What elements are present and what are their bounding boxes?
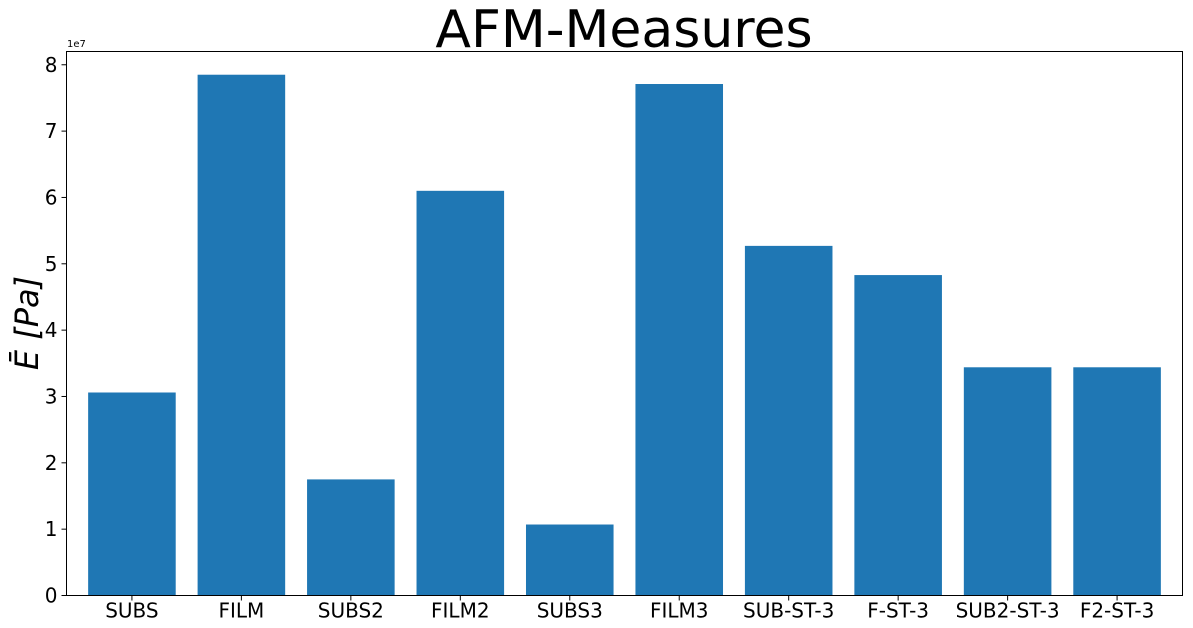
x-tick-label: F2-ST-3 (1080, 599, 1154, 623)
bar-sub2-st-3 (963, 367, 1052, 596)
x-tick-label: SUBS2 (318, 599, 384, 623)
bar-subs3 (525, 524, 614, 596)
x-tick-label: FILM3 (650, 599, 709, 623)
y-tick-label: 8 (45, 53, 58, 77)
y-axis-ticks: 0 1 2 3 4 5 6 7 8 (45, 53, 67, 608)
x-tick-label: SUBS (105, 599, 158, 623)
y-tick-label: 5 (45, 252, 58, 276)
x-tick-label: F-ST-3 (867, 599, 929, 623)
bar-f2-st-3 (1073, 367, 1161, 596)
y-tick-label: 3 (45, 384, 58, 408)
x-tick-label: FILM2 (431, 599, 490, 623)
y-axis-label: Ē [Pa] (8, 276, 46, 370)
bar-film2 (416, 190, 505, 596)
bars-group (88, 74, 1161, 596)
bar-film (197, 74, 286, 596)
chart-title: AFM-Measures (435, 0, 812, 60)
y-tick-label: 6 (45, 185, 58, 209)
x-tick-label: SUBS3 (537, 599, 603, 623)
x-tick-label: FILM (218, 599, 264, 623)
plot-area-frame (66, 51, 1183, 596)
y-tick-label: 0 (45, 584, 58, 608)
bar-subs (88, 392, 176, 596)
x-axis-ticks: SUBS FILM SUBS2 FILM2 SUBS3 FILM3 SUB-ST-3 F-ST… (105, 595, 1154, 623)
y-tick-label: 7 (45, 119, 58, 143)
y-axis-offset-label: 1e7 (67, 39, 86, 50)
bar-sub-st-3 (744, 245, 833, 596)
y-tick-label: 2 (45, 451, 58, 475)
bar-film3 (635, 84, 724, 596)
y-tick-label: 1 (45, 517, 58, 541)
x-tick-label: SUB2-ST-3 (956, 599, 1060, 623)
y-tick-label: 4 (45, 318, 58, 342)
bar-f-st-3 (854, 275, 942, 596)
x-tick-label: SUB-ST-3 (743, 599, 834, 623)
bar-subs2 (307, 479, 395, 596)
